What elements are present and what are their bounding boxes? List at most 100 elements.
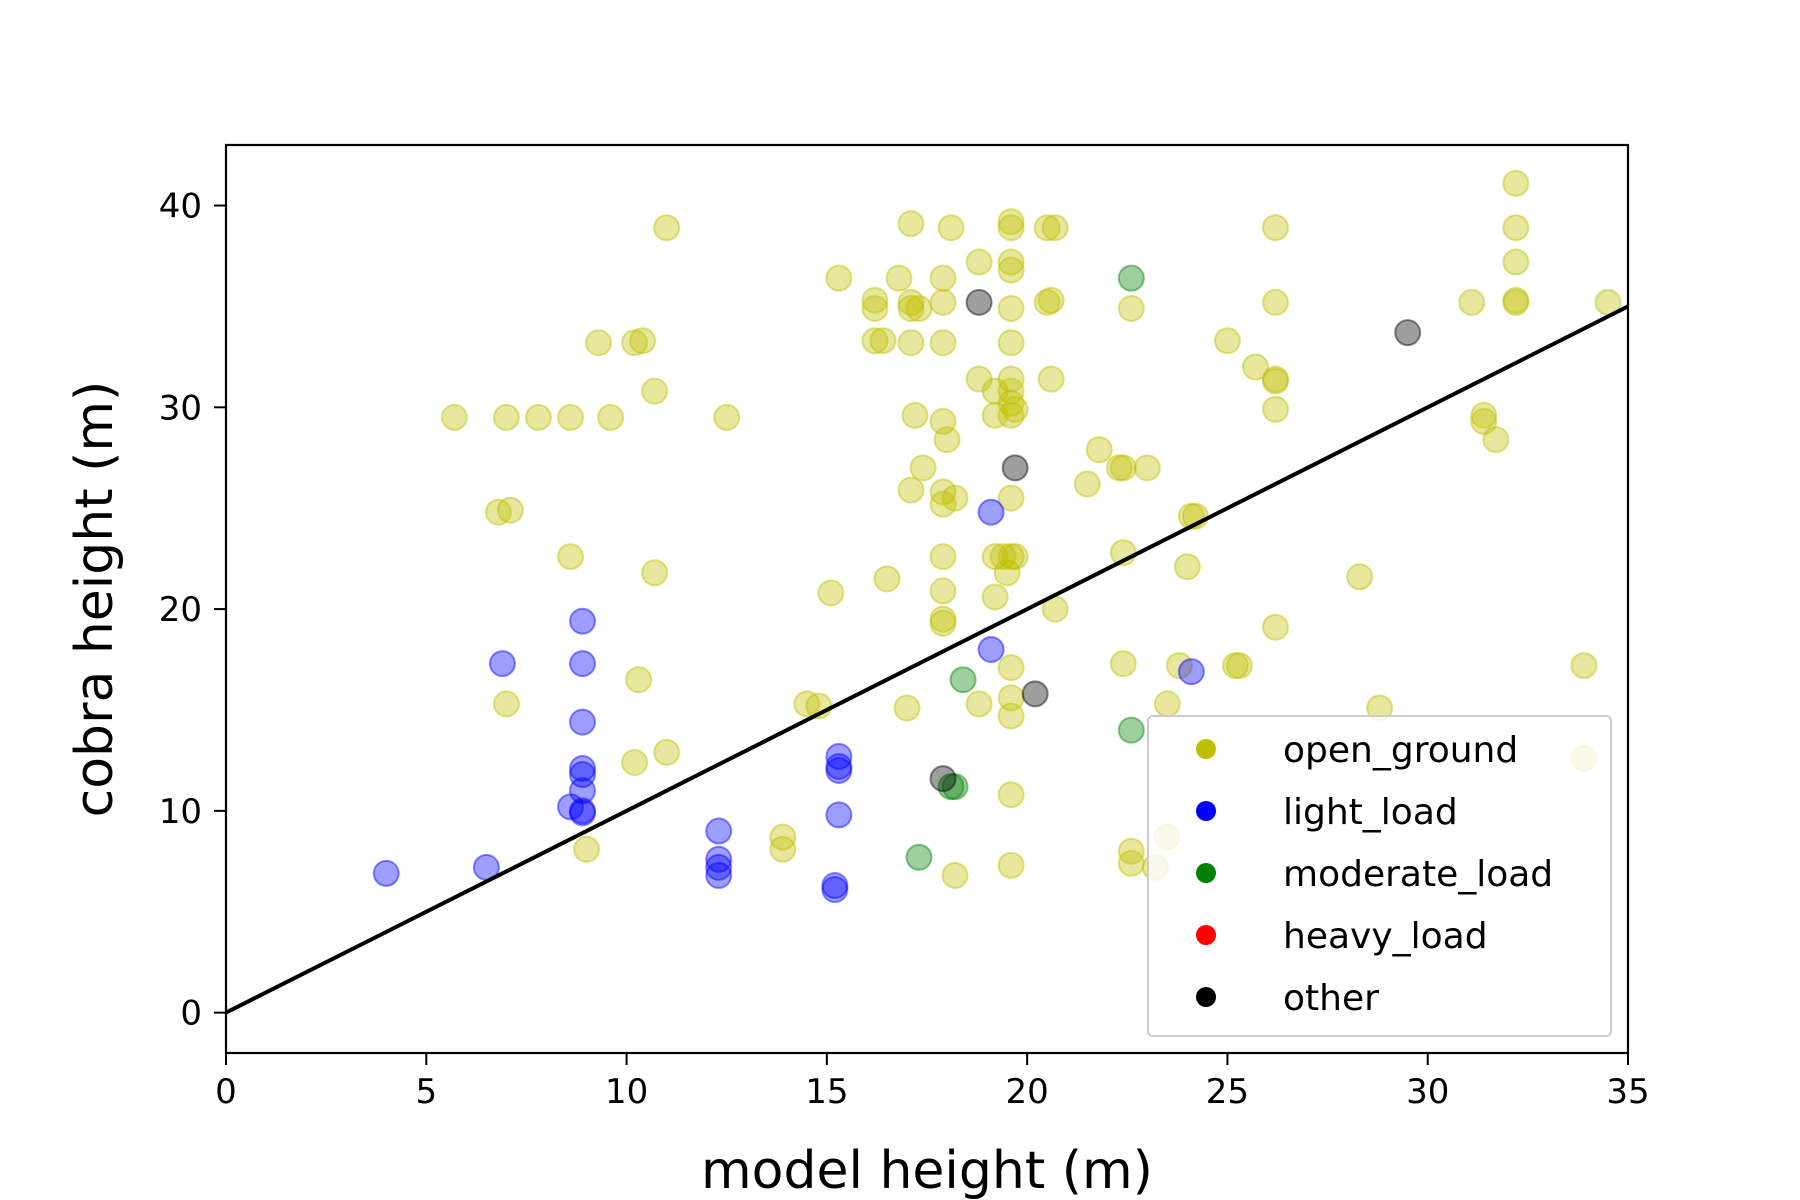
data-point: [769, 823, 797, 851]
data-point: [821, 876, 849, 904]
data-point: [1225, 652, 1253, 680]
data-point: [705, 845, 733, 873]
reference-line: [226, 304, 1628, 1015]
data-point: [1482, 426, 1510, 454]
data-point: [1033, 288, 1061, 316]
data-point: [629, 327, 657, 355]
data-point: [1458, 288, 1486, 316]
data-point: [625, 666, 653, 694]
legend: open_ground light_load moderate_load heavy_…: [1147, 715, 1612, 1037]
data-point: [1502, 286, 1530, 314]
series-light-load: [372, 498, 1205, 904]
data-point: [929, 605, 957, 633]
data-point: [1213, 327, 1241, 355]
data-point: [1346, 563, 1374, 591]
data-point: [929, 609, 957, 637]
data-point: [492, 403, 520, 431]
data-point: [1502, 288, 1530, 316]
data-point: [817, 579, 845, 607]
x-tick-label: 15: [805, 1072, 848, 1112]
data-point: [997, 256, 1025, 284]
series-moderate-load: [905, 264, 1145, 871]
data-point: [1041, 214, 1069, 242]
data-point: [861, 294, 889, 322]
data-point: [1001, 395, 1029, 423]
axes-frame: [224, 143, 1630, 1055]
data-point: [977, 635, 1005, 663]
data-point: [929, 765, 957, 793]
x-tick-label: 35: [1606, 1072, 1649, 1112]
data-point: [997, 484, 1025, 512]
data-point: [1073, 470, 1101, 498]
data-point: [1033, 214, 1061, 242]
data-point: [981, 543, 1009, 571]
data-point: [524, 403, 552, 431]
data-point: [861, 286, 889, 314]
data-point: [893, 694, 921, 722]
data-point: [1117, 716, 1145, 744]
data-point: [556, 793, 584, 821]
data-point: [941, 773, 969, 801]
data-point: [997, 702, 1025, 730]
data-point: [897, 210, 925, 238]
legend-label: light_load: [1283, 792, 1458, 833]
data-point: [653, 214, 681, 242]
x-tick-label: 5: [415, 1072, 437, 1112]
data-point: [705, 853, 733, 881]
data-point: [993, 559, 1021, 587]
x-tick-label: 25: [1206, 1072, 1249, 1112]
data-point: [873, 565, 901, 593]
legend-label: moderate_load: [1283, 854, 1553, 895]
data-point: [965, 690, 993, 718]
data-point: [1173, 553, 1201, 581]
legend-marker: [1196, 863, 1216, 883]
data-point: [997, 851, 1025, 879]
data-point: [569, 754, 597, 782]
data-point: [1261, 367, 1289, 395]
data-point: [929, 478, 957, 506]
data-point: [597, 403, 625, 431]
data-point: [1394, 319, 1422, 347]
data-point: [569, 761, 597, 789]
data-point: [929, 329, 957, 357]
data-point: [1502, 248, 1530, 276]
data-point: [989, 543, 1017, 571]
data-point: [1177, 658, 1205, 686]
data-point: [1470, 407, 1498, 435]
data-point: [653, 738, 681, 766]
data-point: [1001, 454, 1029, 482]
legend-label: open_ground: [1283, 730, 1518, 771]
axes: 0 5 10 15 20 25 30 35 0 10 20 30 40: [159, 143, 1650, 1112]
data-point: [997, 684, 1025, 712]
data-point: [937, 773, 965, 801]
data-point: [1470, 401, 1498, 429]
x-tick-label: 10: [605, 1072, 648, 1112]
data-point: [488, 650, 516, 678]
data-point: [705, 817, 733, 845]
x-tick-label: 20: [1006, 1072, 1049, 1112]
legend-item: moderate_load: [1196, 854, 1553, 895]
data-point: [897, 476, 925, 504]
data-point: [1037, 365, 1065, 393]
data-point: [440, 403, 468, 431]
data-point: [977, 498, 1005, 526]
data-point: [641, 559, 669, 587]
data-point: [861, 327, 889, 355]
data-point: [569, 799, 597, 827]
data-point: [825, 757, 853, 785]
plot-area: [226, 169, 1628, 1015]
data-point: [929, 264, 957, 292]
legend-marker: [1196, 739, 1216, 759]
y-tick-label: 10: [159, 792, 202, 832]
data-point: [825, 752, 853, 780]
x-tick-label: 0: [215, 1072, 237, 1112]
data-point: [713, 403, 741, 431]
data-point: [941, 861, 969, 889]
data-point: [1001, 543, 1029, 571]
data-point: [997, 248, 1025, 276]
data-point: [1109, 650, 1137, 678]
data-point: [569, 650, 597, 678]
data-point: [1502, 169, 1530, 197]
x-axis-title: model height (m): [701, 1141, 1153, 1200]
